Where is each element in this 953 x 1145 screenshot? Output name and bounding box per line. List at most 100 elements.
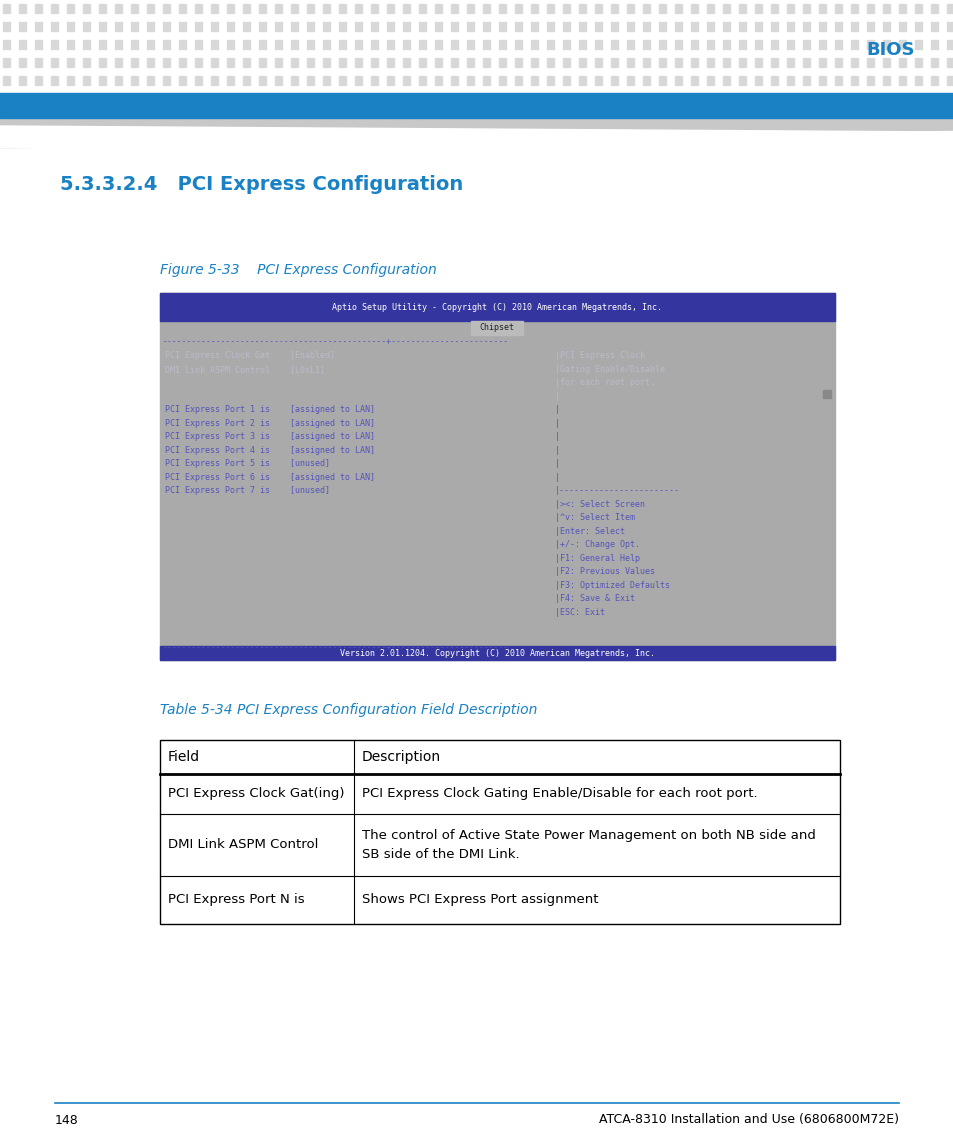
Bar (722, 58, 729, 68)
Bar (451, 76, 457, 85)
Bar (866, 40, 873, 49)
Bar (451, 40, 457, 49)
Bar (99, 22, 106, 31)
Bar (706, 22, 713, 31)
Bar (83, 3, 90, 13)
Bar (99, 40, 106, 49)
Bar (626, 3, 634, 13)
Bar (67, 3, 74, 13)
Bar (402, 22, 410, 31)
Bar (770, 22, 778, 31)
Bar (770, 40, 778, 49)
Bar (754, 58, 761, 68)
Bar (371, 76, 377, 85)
Text: PCI Express Port 4 is    [assigned to LAN]: PCI Express Port 4 is [assigned to LAN] (165, 445, 375, 455)
Bar (307, 22, 314, 31)
Bar (531, 40, 537, 49)
Bar (675, 22, 681, 31)
Bar (498, 58, 505, 68)
Bar (786, 40, 793, 49)
Bar (194, 76, 202, 85)
Bar (914, 22, 921, 31)
Text: SB side of the DMI Link.: SB side of the DMI Link. (361, 847, 518, 861)
Bar (274, 40, 282, 49)
Bar (882, 58, 889, 68)
Bar (451, 58, 457, 68)
Text: Table 5-34 PCI Express Configuration Field Description: Table 5-34 PCI Express Configuration Fie… (160, 703, 537, 717)
Bar (323, 3, 330, 13)
Bar (323, 58, 330, 68)
Text: PCI Express Port 7 is    [unused]: PCI Express Port 7 is [unused] (165, 487, 330, 496)
Bar (498, 3, 505, 13)
Bar (467, 3, 474, 13)
Bar (211, 3, 218, 13)
Text: ATCA-8310 Installation and Use (6806800M72E): ATCA-8310 Installation and Use (6806800M… (598, 1113, 898, 1127)
Bar (626, 40, 634, 49)
Bar (578, 40, 585, 49)
Bar (291, 22, 297, 31)
Bar (51, 40, 58, 49)
Bar (642, 58, 649, 68)
Bar (675, 3, 681, 13)
Bar (802, 58, 809, 68)
Bar (67, 40, 74, 49)
Bar (946, 3, 953, 13)
Bar (914, 40, 921, 49)
Bar (754, 76, 761, 85)
Bar (418, 58, 426, 68)
Text: ----------------------------------------------+------------------------: ----------------------------------------… (163, 643, 509, 653)
Bar (163, 76, 170, 85)
Bar (786, 58, 793, 68)
Bar (67, 58, 74, 68)
Bar (898, 58, 905, 68)
Bar (659, 3, 665, 13)
Bar (706, 58, 713, 68)
Bar (179, 40, 186, 49)
Bar (258, 76, 266, 85)
Bar (706, 3, 713, 13)
Bar (227, 3, 233, 13)
Bar (35, 22, 42, 31)
Bar (626, 76, 634, 85)
Bar (930, 22, 937, 31)
Bar (946, 22, 953, 31)
Bar (882, 40, 889, 49)
Bar (818, 22, 825, 31)
Bar (258, 22, 266, 31)
Text: PCI Express Clock Gat(ing): PCI Express Clock Gat(ing) (168, 788, 344, 800)
Text: Figure 5-33    PCI Express Configuration: Figure 5-33 PCI Express Configuration (160, 263, 436, 277)
Bar (610, 58, 618, 68)
Bar (546, 58, 554, 68)
Bar (323, 76, 330, 85)
Bar (850, 76, 857, 85)
Bar (754, 3, 761, 13)
Bar (371, 58, 377, 68)
Bar (194, 40, 202, 49)
Bar (131, 76, 138, 85)
Bar (435, 58, 441, 68)
Bar (930, 40, 937, 49)
Bar (930, 3, 937, 13)
Bar (160, 293, 834, 660)
Bar (99, 76, 106, 85)
Bar (19, 22, 26, 31)
Bar (690, 3, 698, 13)
Bar (739, 58, 745, 68)
Bar (51, 58, 58, 68)
Bar (467, 40, 474, 49)
Bar (67, 76, 74, 85)
Bar (115, 22, 122, 31)
Bar (307, 58, 314, 68)
Bar (418, 3, 426, 13)
Bar (546, 40, 554, 49)
Bar (882, 76, 889, 85)
Text: |Gating Enable/Disable: |Gating Enable/Disable (555, 365, 664, 373)
Text: DMI Link ASPM Control: DMI Link ASPM Control (168, 838, 318, 852)
Text: Shows PCI Express Port assignment: Shows PCI Express Port assignment (361, 893, 598, 907)
Bar (227, 76, 233, 85)
Bar (35, 58, 42, 68)
Bar (739, 22, 745, 31)
Bar (355, 40, 361, 49)
Bar (834, 3, 841, 13)
Bar (946, 76, 953, 85)
